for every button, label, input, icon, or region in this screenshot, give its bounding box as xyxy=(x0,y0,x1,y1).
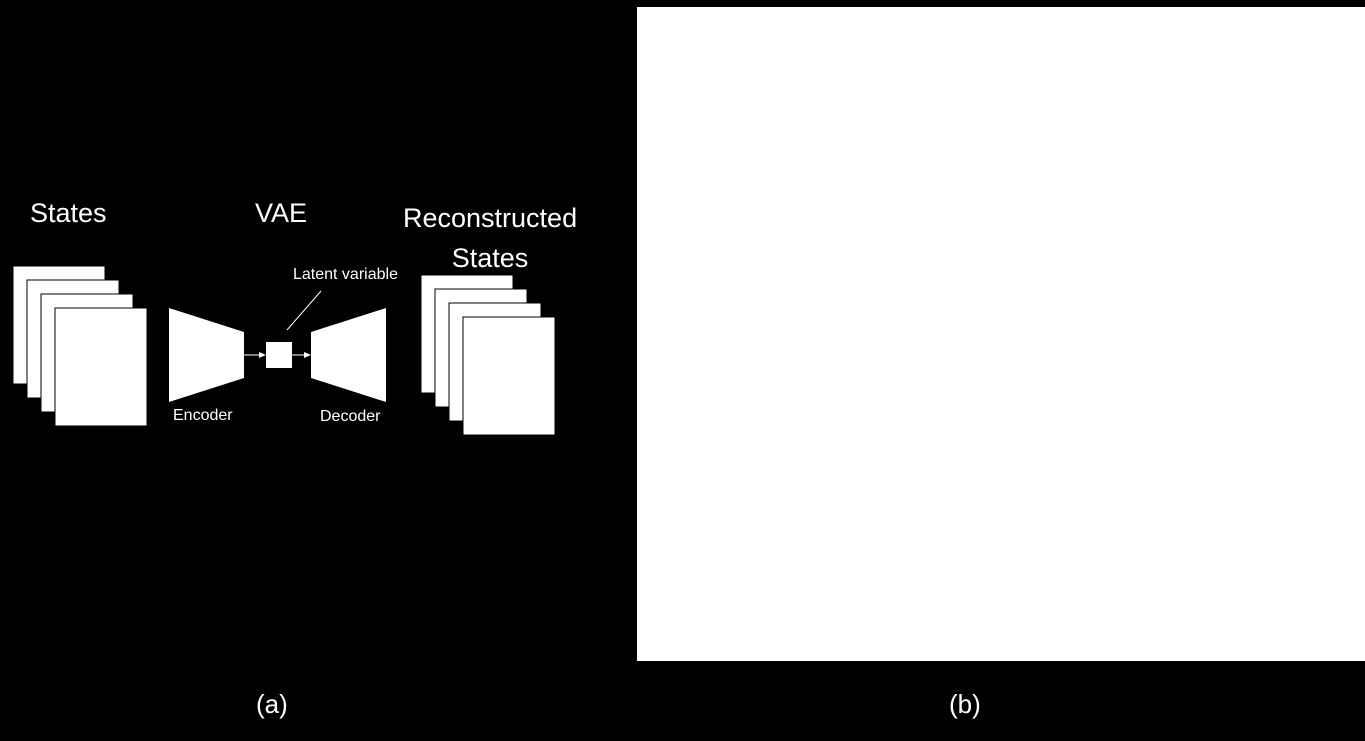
caption-b: (b) xyxy=(949,689,981,719)
arrowhead-encoder-to-latent xyxy=(259,352,266,358)
latent-variable-label: Latent variable xyxy=(293,266,398,283)
vae-diagram xyxy=(12,265,556,436)
reconstructed-title-line-1: Reconstructed xyxy=(403,203,578,233)
reconstructed-state-stack xyxy=(420,274,556,436)
reconstructed-title-line-2: States xyxy=(451,243,529,273)
encoder-shape xyxy=(169,308,244,402)
input-state-frame-4 xyxy=(54,307,148,427)
latent-variable-box xyxy=(266,342,292,368)
decoder-label: Decoder xyxy=(320,408,381,425)
encoder-label: Encoder xyxy=(173,407,233,424)
decoder-shape xyxy=(311,308,386,402)
vae-title: VAE xyxy=(255,198,308,228)
input-state-stack xyxy=(12,265,148,427)
caption-a: (a) xyxy=(256,689,288,719)
reconstructed-state-frame-4 xyxy=(462,316,556,436)
arrowhead-latent-to-decoder xyxy=(304,352,311,358)
reconstructed-states-title: Reconstructed States xyxy=(403,198,577,278)
panel-b-canvas xyxy=(637,7,1365,661)
states-title: States xyxy=(30,198,107,228)
latent-callout-line xyxy=(286,290,322,331)
